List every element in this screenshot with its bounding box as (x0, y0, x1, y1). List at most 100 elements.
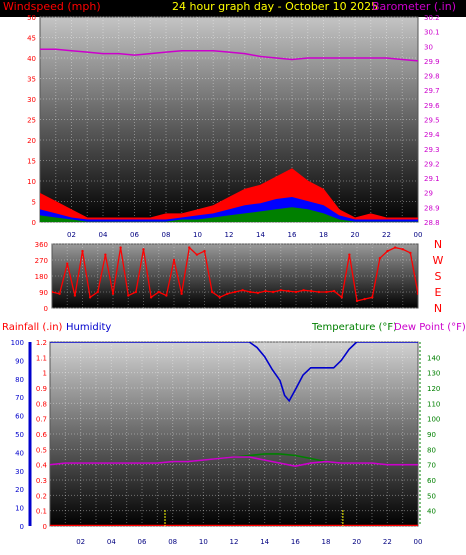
temperature-tick-label: 100 (427, 416, 440, 424)
humidity-tick-label: 50 (15, 431, 24, 439)
barometer-tick-label: 29 (424, 190, 433, 198)
x-tick-label: 12 (225, 231, 234, 239)
temperature-title: Temperature (°F) (311, 322, 397, 333)
direction-tick-label: 270 (35, 257, 48, 265)
temperature-tick-label: 90 (427, 431, 436, 439)
direction-point (88, 296, 92, 299)
x-tick-label: 14 (256, 231, 265, 239)
wind-y-axis: 0 5 10 15 20 25 30 35 40 45 50 (27, 14, 36, 227)
direction-point (363, 297, 366, 301)
wind-x-axis: 02 04 06 08 10 12 14 16 18 20 22 00 (67, 231, 422, 239)
direction-point (393, 246, 397, 249)
humidity-title: Humidity (66, 322, 111, 333)
x-tick-label: 00 (414, 538, 423, 546)
x-tick-label: 16 (288, 231, 297, 239)
direction-point (264, 289, 267, 293)
temperature-tick-label: 60 (427, 477, 436, 485)
x-tick-label: 10 (193, 231, 202, 239)
x-tick-label: 20 (352, 538, 361, 546)
humidity-tick-label: 0 (20, 523, 24, 531)
direction-point (249, 290, 252, 294)
direction-point (241, 289, 244, 292)
wind-tick-label: 40 (27, 55, 36, 63)
barometer-tick-label: 29.1 (424, 175, 440, 183)
direction-point (271, 290, 275, 294)
direction-point (279, 289, 282, 292)
direction-point (157, 290, 160, 294)
barometer-tick-label: 28.8 (424, 219, 440, 227)
direction-point (127, 294, 130, 297)
direction-point (378, 257, 382, 260)
compass-label: E (435, 286, 442, 299)
direction-point (96, 290, 99, 294)
wind-tick-label: 30 (27, 96, 36, 104)
temperature-tick-label: 130 (427, 370, 440, 378)
direction-point (401, 248, 404, 251)
direction-point (134, 290, 138, 294)
humidity-tick-label: 80 (15, 376, 24, 384)
direction-y-axis: 0 90 180 270 360 (35, 241, 48, 313)
direction-point (111, 292, 115, 295)
humidity-tick-label: 70 (15, 394, 24, 402)
direction-point (317, 290, 321, 294)
rainfall-tick-label: 1.2 (36, 339, 47, 347)
humidity-plot-area (49, 341, 419, 527)
wind-minimum-area (40, 207, 418, 222)
rainfall-tick-label: 0.3 (36, 477, 47, 485)
wind-tick-label: 50 (27, 14, 36, 22)
x-tick-label: 22 (383, 538, 392, 546)
humidity-x-axis: 02 04 06 08 10 12 14 16 18 20 22 00 (76, 538, 422, 546)
x-tick-label: 12 (230, 538, 239, 546)
direction-tick-label: 360 (35, 241, 48, 249)
x-tick-label: 08 (162, 231, 171, 239)
wind-series (40, 48, 418, 222)
temperature-tick-label: 50 (427, 492, 436, 500)
barometer-tick-label: 30.1 (424, 29, 440, 37)
direction-point (81, 249, 84, 253)
wind-tick-label: 5 (32, 199, 36, 207)
x-tick-label: 22 (382, 231, 391, 239)
temperature-tick-label: 70 (427, 462, 436, 470)
barometer-tick-label: 29.5 (424, 117, 440, 125)
humidity-series (50, 342, 418, 526)
barometer-tick-label: 30 (424, 43, 433, 51)
compass-label: N (434, 302, 442, 315)
direction-point (325, 290, 328, 294)
barometer-tick-label: 29.9 (424, 58, 440, 66)
humidity-tick-label: 10 (15, 505, 24, 513)
rainfall-tick-label: 0.8 (36, 400, 47, 408)
direction-point (180, 292, 183, 295)
barometer-tick-label: 29.8 (424, 73, 440, 81)
barometer-tick-label: 29.7 (424, 87, 440, 95)
barometer-line (40, 48, 418, 62)
direction-point (409, 251, 412, 255)
x-tick-label: 04 (99, 231, 108, 239)
wind-plot-area (39, 16, 419, 223)
humidity-tick-label: 90 (15, 357, 24, 365)
top-band (0, 0, 466, 17)
direction-point (58, 292, 61, 295)
direction-tick-label: 180 (35, 273, 48, 281)
rainfall-tick-label: 0.2 (36, 492, 47, 500)
direction-point (149, 296, 153, 299)
x-tick-label: 18 (319, 231, 328, 239)
barometer-tick-label: 29.6 (424, 102, 440, 110)
dewpoint-line (50, 456, 418, 468)
rainfall-title: Rainfall (.in) (2, 322, 63, 333)
direction-point (294, 290, 298, 294)
compass-label: W (433, 254, 444, 267)
direction-point (165, 294, 168, 297)
direction-point (142, 248, 145, 251)
x-tick-label: 14 (260, 538, 269, 546)
direction-point (348, 253, 351, 256)
wind-tick-label: 45 (27, 35, 36, 43)
rainfall-tick-label: 0.7 (36, 416, 47, 424)
direction-point (287, 289, 290, 293)
humidity-tick-label: 60 (15, 413, 24, 421)
direction-point (332, 289, 336, 293)
direction-point (218, 296, 221, 299)
rainfall-tick-label: 0.5 (36, 446, 47, 454)
wind-tick-label: 25 (27, 117, 36, 125)
direction-point (256, 291, 260, 295)
